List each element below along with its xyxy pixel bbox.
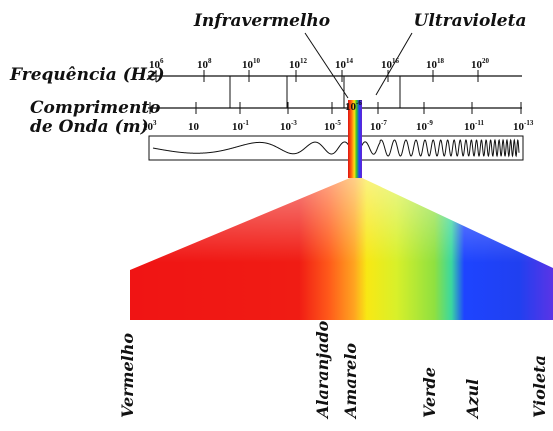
wavelength-axis-label-line2: de Onda (m) — [30, 117, 149, 137]
infrared-pointer — [304, 32, 349, 99]
wavelength-tick-label: 10-7 — [370, 119, 387, 133]
wavelength-axis-label-line1: Comprimento — [30, 98, 161, 118]
wavelength-tick-label: 10-3 — [280, 119, 297, 133]
frequency-tick-label: 106 — [149, 57, 164, 71]
frequency-tick-label: 1018 — [426, 57, 445, 71]
frequency-tick-label: 1020 — [471, 57, 490, 71]
frequency-axis-label: Frequência (Hz) — [9, 65, 165, 85]
wavelength-ticks: 103 10 10-1 10-3 10-5 10-7 10-9 10-11 10-13 — [142, 102, 534, 133]
ultraviolet-pointer — [375, 32, 413, 96]
wavelength-tick-label: 10-11 — [464, 119, 484, 133]
ultraviolet-label: Ultravioleta — [414, 11, 527, 31]
infrared-label: Infravermelho — [193, 11, 330, 31]
wavelength-tick-label: 10-9 — [416, 119, 433, 133]
wavelength-tick-label: 103 — [142, 119, 157, 133]
wavelength-tick-label: 10-1 — [232, 119, 249, 133]
color-label-amarelo: Amarelo — [341, 343, 360, 420]
spectrum-fan-shade — [130, 178, 553, 320]
frequency-tick-label: 1010 — [242, 57, 261, 71]
color-label-violeta: Violeta — [530, 355, 549, 418]
wave-curve — [152, 138, 520, 158]
color-label-vermelho: Vermelho — [118, 333, 137, 418]
frequency-ticks: 106 108 1010 1012 1014 1016 1018 1020 — [149, 57, 490, 82]
color-label-verde: Verde — [420, 367, 439, 418]
color-label-azul: Azul — [463, 379, 482, 420]
axis-connectors — [229, 76, 401, 108]
wavelength-tick-label: 10-13 — [513, 119, 534, 133]
color-label-alaranjado: Alaranjado — [313, 320, 332, 420]
frequency-tick-label: 1014 — [335, 57, 354, 71]
wavelength-tick-label: 10-5 — [324, 119, 341, 133]
frequency-tick-label: 1016 — [381, 57, 400, 71]
frequency-tick-label: 1012 — [289, 57, 308, 71]
color-labels: Vermelho Alaranjado Amarelo Verde Azul Violet… — [118, 320, 549, 420]
wave-box — [148, 135, 524, 161]
frequency-tick-label: 108 — [197, 57, 212, 71]
visible-band-bar — [348, 100, 362, 178]
wavelength-tick-label: 10 — [188, 121, 200, 133]
visible-marker-label: 10-6 — [345, 99, 362, 113]
